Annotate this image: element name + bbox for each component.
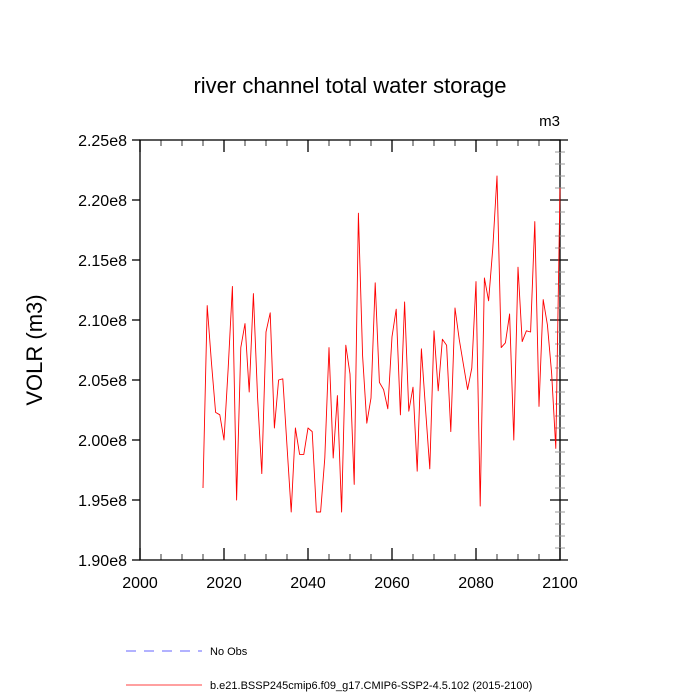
x-tick-label: 2100: [542, 575, 578, 592]
legend-label-no-obs: No Obs: [210, 646, 248, 658]
x-tick-label: 2060: [374, 575, 410, 592]
series-layer: [202, 175, 561, 513]
y-tick-label: 1.95e8: [78, 493, 127, 510]
y-tick-label: 2.15e8: [78, 253, 127, 270]
x-tick-label: 2040: [290, 575, 326, 592]
y-tick-label: 1.90e8: [78, 553, 127, 570]
y-tick-label: 2.00e8: [78, 433, 127, 450]
series-line-0: [202, 175, 561, 513]
y-tick-labels: 1.90e8 1.95e8 2.00e8 2.05e8 2.10e8 2.15e8 2.20…: [78, 133, 127, 570]
units-label: m3: [539, 113, 560, 130]
y-tick-label: 2.05e8: [78, 373, 127, 390]
y-tick-label: 2.20e8: [78, 193, 127, 210]
x-tick-label: 2020: [206, 575, 242, 592]
minor-ticks: [160, 140, 565, 560]
y-tick-label: 2.10e8: [78, 313, 127, 330]
legend: No Obs b.e21.BSSP245cmip6.f09_g17.CMIP6-…: [126, 646, 532, 692]
x-tick-label: 2000: [122, 575, 158, 592]
x-tick-labels: 2000 2020 2040 2060 2080 2100: [122, 575, 578, 592]
legend-label-ssp245: b.e21.BSSP245cmip6.f09_g17.CMIP6-SSP2-4.…: [210, 680, 532, 692]
major-ticks: [132, 139, 568, 561]
y-axis-label: VOLR (m3): [22, 294, 47, 405]
y-tick-label: 2.25e8: [78, 133, 127, 150]
x-tick-label: 2080: [458, 575, 494, 592]
plot-frame: [139, 139, 561, 561]
chart-title: river channel total water storage: [193, 73, 506, 98]
